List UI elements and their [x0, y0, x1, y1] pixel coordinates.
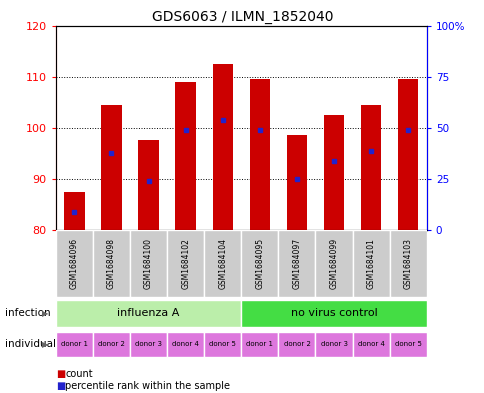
Bar	[138, 140, 158, 230]
Bar	[397, 79, 418, 230]
Text: GSM1684095: GSM1684095	[255, 238, 264, 289]
Bar	[166, 332, 204, 357]
Bar	[241, 300, 426, 327]
Text: GSM1684097: GSM1684097	[292, 238, 301, 289]
Text: ▶: ▶	[42, 340, 48, 349]
Text: donor 2: donor 2	[283, 341, 310, 347]
Bar	[130, 230, 166, 297]
Text: donor 1: donor 1	[60, 341, 88, 347]
Bar	[352, 230, 389, 297]
Bar	[212, 64, 232, 230]
Bar	[360, 105, 380, 230]
Text: donor 4: donor 4	[172, 341, 198, 347]
Text: GSM1684103: GSM1684103	[403, 238, 412, 289]
Text: influenza A: influenza A	[117, 309, 180, 318]
Text: infection: infection	[5, 309, 50, 318]
Bar	[166, 230, 204, 297]
Text: count: count	[65, 369, 93, 379]
Bar	[286, 135, 306, 230]
Text: GDS6063 / ILMN_1852040: GDS6063 / ILMN_1852040	[151, 10, 333, 24]
Bar	[278, 332, 315, 357]
Bar	[323, 115, 344, 230]
Bar	[352, 332, 389, 357]
Text: GSM1684099: GSM1684099	[329, 238, 338, 289]
Bar	[249, 79, 270, 230]
Text: no virus control: no virus control	[290, 309, 377, 318]
Bar	[56, 300, 241, 327]
Bar	[315, 332, 352, 357]
Text: GSM1684100: GSM1684100	[144, 238, 153, 289]
Bar	[93, 230, 130, 297]
Text: donor 3: donor 3	[320, 341, 347, 347]
Bar	[204, 230, 241, 297]
Text: ■: ■	[56, 381, 65, 391]
Bar	[56, 230, 93, 297]
Bar	[93, 332, 130, 357]
Bar	[130, 332, 166, 357]
Text: donor 3: donor 3	[135, 341, 162, 347]
Bar	[56, 332, 93, 357]
Bar	[278, 230, 315, 297]
Text: donor 5: donor 5	[394, 341, 421, 347]
Text: individual: individual	[5, 339, 56, 349]
Bar	[389, 230, 426, 297]
Text: donor 5: donor 5	[209, 341, 236, 347]
Text: GSM1684104: GSM1684104	[218, 238, 227, 289]
Text: GSM1684101: GSM1684101	[366, 238, 375, 289]
Text: GSM1684096: GSM1684096	[70, 238, 79, 289]
Bar	[175, 82, 196, 230]
Text: ▶: ▶	[42, 309, 48, 318]
Text: donor 1: donor 1	[246, 341, 273, 347]
Text: GSM1684102: GSM1684102	[181, 238, 190, 289]
Bar	[241, 230, 278, 297]
Text: percentile rank within the sample: percentile rank within the sample	[65, 381, 230, 391]
Text: GSM1684098: GSM1684098	[106, 238, 116, 289]
Bar	[64, 191, 84, 230]
Text: ■: ■	[56, 369, 65, 379]
Text: donor 2: donor 2	[98, 341, 124, 347]
Bar	[241, 332, 278, 357]
Bar	[315, 230, 352, 297]
Bar	[204, 332, 241, 357]
Bar	[389, 332, 426, 357]
Bar	[101, 105, 121, 230]
Text: donor 4: donor 4	[357, 341, 384, 347]
